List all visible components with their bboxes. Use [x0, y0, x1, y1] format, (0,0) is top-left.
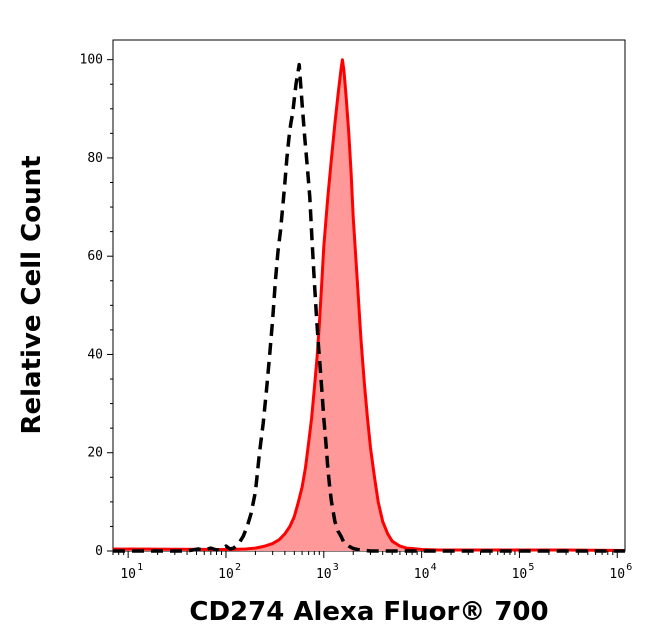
y-tick-label: 20 — [87, 446, 103, 461]
y-tick-label: 80 — [87, 151, 103, 166]
x-axis-title: CD274 Alexa Fluor® 700 — [189, 597, 548, 627]
x-tick-exponent: 5 — [528, 562, 534, 573]
x-tick-exponent: 4 — [431, 562, 437, 573]
x-tick-label: 10 — [120, 567, 136, 582]
x-tick-exponent: 2 — [235, 562, 241, 573]
series-line-solid — [112, 58, 626, 552]
y-tick-label: 0 — [95, 544, 103, 559]
x-tick-exponent: 6 — [626, 562, 632, 573]
y-axis-title: Relative Cell Count — [17, 155, 47, 434]
x-tick-label: 10 — [414, 567, 430, 582]
series-area-solid — [113, 59, 625, 551]
x-tick-exponent: 3 — [333, 562, 339, 573]
x-tick-label: 10 — [316, 567, 332, 582]
y-axis: 0 20 40 60 80 100 — [80, 53, 113, 559]
series-line-dashed — [113, 62, 625, 553]
y-tick-label: 100 — [80, 53, 103, 68]
y-tick-label: 40 — [87, 347, 103, 362]
x-tick-label: 10 — [512, 567, 528, 582]
series-layer — [112, 58, 626, 553]
y-tick-label: 60 — [87, 249, 103, 264]
x-tick-label: 10 — [609, 567, 625, 582]
x-tick-exponent: 1 — [137, 562, 143, 573]
x-tick-label: 10 — [218, 567, 234, 582]
x-axis: 10 1 10 2 10 3 10 4 10 5 10 6 — [112, 551, 632, 582]
